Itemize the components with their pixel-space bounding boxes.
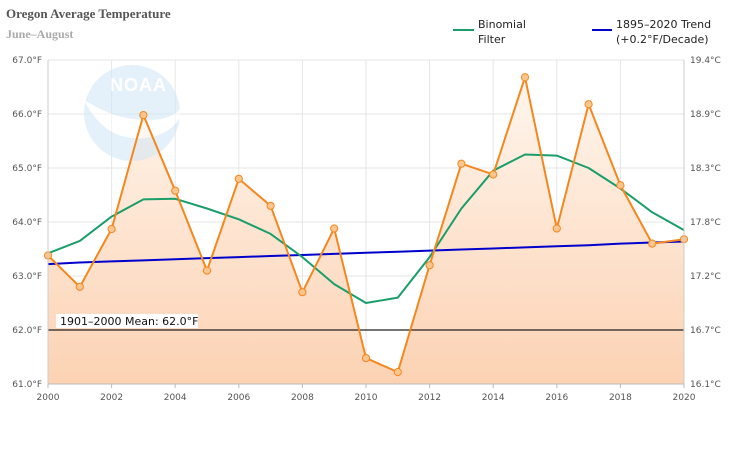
binomial-filter-line	[47, 153, 685, 304]
x-tick-label: 2012	[418, 393, 441, 403]
x-tick-label: 2002	[100, 393, 123, 403]
annual-point-2009[interactable]	[330, 224, 339, 233]
y-right-tick-label: 18.9°C	[690, 110, 721, 120]
x-tick-label: 2020	[673, 393, 696, 403]
y-left-tick-label: 65.0°F	[12, 164, 42, 174]
annual-point-2010[interactable]	[361, 353, 371, 363]
y-right-tick-label: 16.7°C	[690, 326, 721, 336]
y-right-tick-label: 18.3°C	[690, 164, 721, 174]
mean-label: 1901–2000 Mean: 62.0°F	[60, 315, 198, 328]
y-left-tick-label: 61.0°F	[12, 380, 42, 390]
annual-point-2007[interactable]	[266, 201, 275, 210]
y-right-tick-label: 17.2°C	[690, 272, 721, 282]
x-tick-label: 2004	[164, 393, 187, 403]
annual-point-2003[interactable]	[139, 110, 148, 120]
annual-point-2015[interactable]	[520, 73, 530, 82]
noaa-logo-text: NOAA	[110, 75, 167, 95]
annual-point-2005[interactable]	[202, 266, 212, 275]
y-left-tick-label: 67.0°F	[12, 56, 42, 66]
x-tick-label: 2014	[482, 393, 505, 403]
annual-point-2014[interactable]	[489, 170, 498, 179]
y-right-tick-label: 19.4°C	[690, 56, 721, 66]
chart-title: Oregon Average Temperature	[6, 6, 171, 21]
x-tick-label: 2000	[37, 393, 60, 403]
y-right-tick-label: 16.1°C	[690, 380, 721, 390]
y-right-tick-label: 17.8°C	[690, 218, 721, 228]
y-left-tick-label: 63.0°F	[12, 272, 42, 282]
annual-point-2012[interactable]	[425, 261, 434, 270]
x-tick-label: 2008	[291, 393, 314, 403]
y-left-tick-label: 64.0°F	[12, 218, 42, 228]
noaa-logo: NOAA	[84, 65, 180, 161]
x-tick-label: 2018	[609, 393, 632, 403]
mean-label-bg	[56, 314, 198, 328]
annual-point-2016[interactable]	[552, 224, 561, 233]
annual-point-2011[interactable]	[393, 368, 402, 377]
y-left-tick-label: 62.0°F	[12, 326, 42, 336]
annual-point-2006[interactable]	[234, 174, 243, 183]
annual-point-2004[interactable]	[171, 186, 180, 195]
annual-point-2019[interactable]	[648, 239, 657, 248]
annual-point-2008[interactable]	[298, 288, 307, 297]
x-tick-label: 2006	[227, 393, 250, 403]
legend: Binomial Filter 1895–2020 Trend (+0.2°F/…	[453, 18, 711, 46]
x-tick-label: 2010	[355, 393, 378, 403]
legend-binomial-label-2: Filter	[478, 33, 506, 46]
x-tick-label: 2016	[545, 393, 568, 403]
annual-point-2002[interactable]	[107, 224, 116, 234]
chart-subtitle: June–August	[6, 27, 73, 41]
legend-binomial-label-1: Binomial	[478, 18, 526, 31]
trend-line	[47, 240, 685, 266]
annual-point-2001[interactable]	[75, 282, 84, 291]
annual-point-2018[interactable]	[616, 181, 625, 190]
annual-point-2017[interactable]	[584, 100, 593, 109]
legend-trend-label-1: 1895–2020 Trend	[616, 18, 711, 31]
y-left-tick-label: 66.0°F	[12, 110, 42, 120]
legend-trend-label-2: (+0.2°F/Decade)	[616, 33, 709, 46]
annual-point-2013[interactable]	[457, 159, 466, 168]
